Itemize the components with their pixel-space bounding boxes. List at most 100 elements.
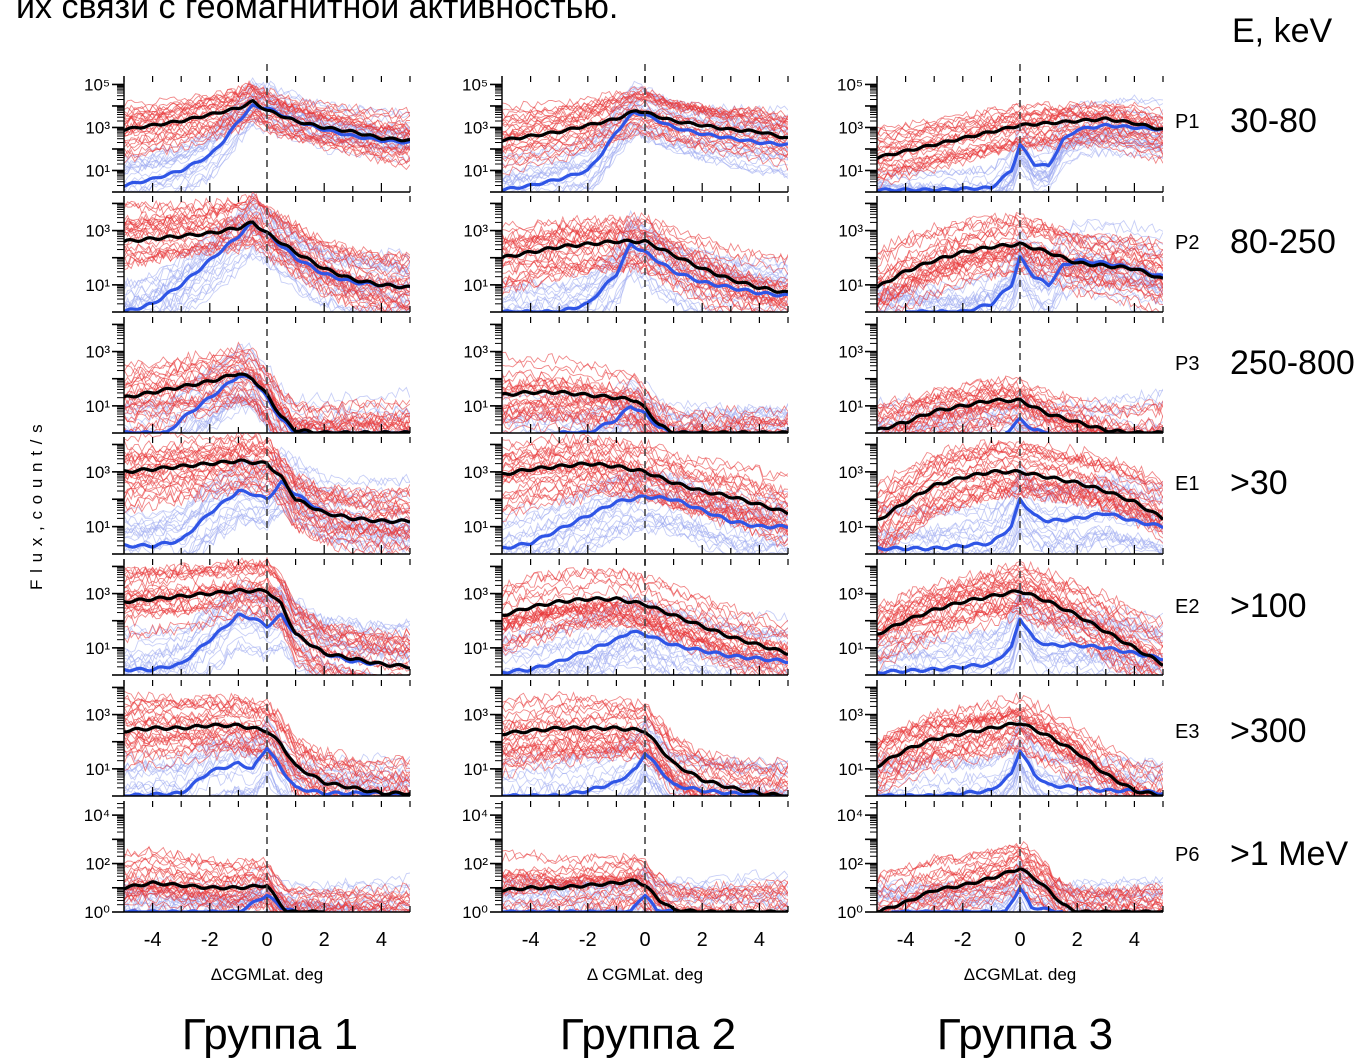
- channel-label-p6: P6: [1175, 844, 1199, 866]
- median-curve-blue: [891, 886, 1064, 912]
- panel-p1-group3: 10⁵ 10³ 10¹: [837, 64, 1164, 193]
- median-curve-black: [877, 397, 1163, 433]
- individual-trace: [124, 722, 410, 794]
- individual-trace: [502, 745, 788, 796]
- median-curve-black: [502, 461, 788, 516]
- individual-trace: [502, 218, 788, 301]
- y-tick-label: 10¹: [85, 161, 110, 180]
- y-tick-label: 10¹: [838, 760, 863, 779]
- individual-trace: [502, 386, 788, 433]
- individual-trace: [502, 211, 788, 275]
- individual-trace: [502, 605, 788, 675]
- channel-label-p1: P1: [1175, 111, 1199, 133]
- individual-trace: [877, 262, 1163, 312]
- energy-range-label: >1 MeV: [1230, 835, 1348, 873]
- channel-label-p3: P3: [1175, 353, 1199, 375]
- panel-p1-group2: 10⁵ 10³ 10¹: [462, 64, 789, 193]
- individual-trace: [877, 105, 1163, 136]
- individual-trace: [124, 870, 410, 907]
- individual-trace: [877, 855, 1163, 912]
- header-fragment: их связи с геомагнитной активностью.: [16, 0, 619, 26]
- individual-trace: [124, 770, 410, 796]
- y-tick-label: 10¹: [85, 518, 110, 537]
- individual-trace: [124, 884, 410, 912]
- individual-trace: [877, 785, 1163, 796]
- energy-range-label: 80-250: [1230, 223, 1336, 261]
- group-label-1: Группа 1: [181, 1010, 359, 1059]
- individual-trace: [877, 759, 1163, 796]
- plot-area: [124, 192, 410, 312]
- panel-p3-group3: 10³ 10¹: [838, 305, 1164, 434]
- x-tick-label: -2: [201, 929, 219, 951]
- individual-trace: [502, 103, 788, 139]
- panel-p2-group1: 10³ 10¹: [85, 184, 411, 313]
- y-tick-label: 10³: [838, 222, 863, 241]
- individual-trace: [124, 563, 410, 640]
- x-tick-label: -2: [579, 929, 597, 951]
- x-tick-label: 4: [754, 929, 765, 951]
- individual-trace: [877, 692, 1163, 769]
- y-tick-label: 10³: [463, 585, 488, 604]
- y-tick-label: 10³: [85, 343, 110, 362]
- y-tick-label: 10³: [85, 222, 110, 241]
- individual-trace: [877, 223, 1163, 290]
- individual-trace: [124, 395, 410, 433]
- individual-trace: [877, 512, 1163, 554]
- individual-trace: [124, 646, 410, 675]
- individual-trace: [124, 627, 410, 675]
- individual-trace: [124, 723, 410, 786]
- individual-trace: [877, 137, 1163, 192]
- energy-range-label: >300: [1230, 712, 1307, 750]
- panel-p6-group3: 10⁴ 10² 10⁰ -4 -2 0 2 4 ΔCGMLat. deg: [837, 789, 1164, 984]
- channel-label-p2: P2: [1175, 232, 1199, 254]
- median-curve-black: [124, 587, 410, 670]
- individual-trace: [502, 119, 788, 155]
- individual-trace: [877, 699, 1163, 782]
- plot-area: [124, 77, 410, 192]
- x-tick-label: 2: [697, 929, 708, 951]
- individual-trace: [124, 615, 410, 675]
- x-tick-label: -4: [144, 929, 162, 951]
- y-tick-label: 10⁰: [462, 903, 488, 922]
- individual-trace: [877, 883, 1163, 912]
- y-tick-label: 10³: [838, 343, 863, 362]
- individual-trace: [124, 694, 410, 796]
- individual-trace: [124, 369, 410, 433]
- individual-trace: [124, 715, 410, 796]
- panel-e2-group1: 10³ 10¹: [85, 547, 411, 676]
- y-tick-label: 10⁵: [462, 75, 488, 94]
- y-tick-label: 10¹: [85, 760, 110, 779]
- individual-trace: [877, 603, 1163, 675]
- individual-trace: [502, 410, 788, 433]
- panel-p6-group1: 10⁴ 10² 10⁰ -4 -2 0 2 4 ΔCGMLat. deg: [84, 789, 411, 984]
- y-tick-label: 10³: [85, 463, 110, 482]
- y-tick-label: 10¹: [85, 397, 110, 416]
- panel-e3-group1: 10³ 10¹: [85, 668, 411, 797]
- individual-trace: [877, 744, 1163, 796]
- y-tick-label: 10¹: [85, 276, 110, 295]
- individual-trace: [124, 723, 410, 793]
- individual-trace: [502, 405, 788, 433]
- y-tick-label: 10³: [463, 222, 488, 241]
- x-tick-label: -2: [954, 929, 972, 951]
- individual-trace: [502, 237, 788, 292]
- individual-trace: [502, 456, 788, 507]
- y-tick-label: 10³: [463, 463, 488, 482]
- individual-trace: [877, 737, 1163, 796]
- median-curve-blue: [502, 494, 788, 550]
- panel-p1-group1: 10⁵ 10³ 10¹: [84, 64, 411, 193]
- x-tick-label: -4: [522, 929, 540, 951]
- y-tick-label: 10³: [463, 343, 488, 362]
- y-tick-label: 10⁰: [84, 903, 110, 922]
- y-tick-label: 10²: [463, 855, 488, 874]
- individual-trace: [502, 613, 788, 660]
- y-tick-label: 10³: [838, 585, 863, 604]
- individual-trace: [877, 375, 1163, 423]
- panel-p6-group2: 10⁴ 10² 10⁰ -4 -2 0 2 4 Δ CGMLat. deg: [462, 789, 789, 984]
- x-tick-label: -4: [897, 929, 915, 951]
- panel-e2-group2: 10³ 10¹: [463, 547, 789, 676]
- individual-trace: [877, 603, 1163, 669]
- energy-range-label: >100: [1230, 587, 1307, 625]
- median-curve-black: [124, 99, 410, 143]
